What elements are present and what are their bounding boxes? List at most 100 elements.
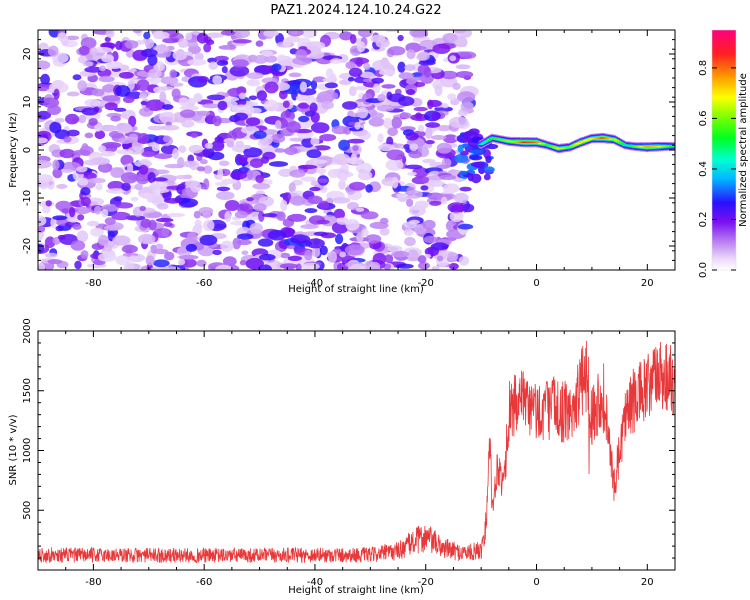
heatmap-noise-cell [156,217,174,223]
heatmap-noise-cell [288,72,302,78]
heatmap-noise-cell [72,149,91,156]
heatmap-noise-cell [47,105,62,115]
heatmap-noise-cell [348,112,363,118]
heatmap-noise-cell [290,234,311,244]
heatmap-noise-cell [66,91,80,97]
spectrogram-y-label: Frequency (Hz) [8,112,19,188]
heatmap-noise-cell [425,127,433,139]
heatmap-noise-cell [100,150,116,157]
heatmap-noise-cell [153,31,170,39]
heatmap-noise-cell [193,93,203,103]
heatmap-noise-cell [253,130,267,139]
heatmap-noise-cell [54,117,65,123]
heatmap-noise-cell [186,41,199,48]
heatmap-noise-cell [263,30,279,37]
heatmap-noise-cell [485,156,492,164]
heatmap-noise-cell [460,37,468,48]
heatmap-noise-cell [267,229,287,241]
heatmap-noise-cell [289,169,306,178]
heatmap-noise-cell [454,153,469,163]
heatmap-noise-cell [99,65,106,72]
heatmap-noise-cell [261,213,279,218]
heatmap-noise-cell [166,212,186,218]
heatmap-noise-cell [400,112,412,119]
heatmap-noise-cell [52,167,63,179]
heatmap-noise-cell [377,93,386,102]
heatmap-noise-cell [403,228,414,236]
heatmap-noise-cell [61,208,69,214]
heatmap-noise-cell [44,236,56,248]
heatmap-noise-cell [164,198,183,204]
heatmap-noise-cell [94,205,102,215]
heatmap-noise-cell [38,174,53,183]
heatmap-noise-cell [182,160,197,168]
heatmap-noise-cell [391,117,402,129]
heatmap-noise-cell [115,40,123,51]
heatmap-noise-cell [232,237,242,250]
heatmap-noise-cell [339,79,352,86]
heatmap-noise-cell [372,252,387,265]
heatmap-noise-cell [289,137,305,142]
heatmap-noise-cell [233,112,248,121]
heatmap-noise-cell [457,223,474,230]
heatmap-noise-cell [80,196,91,207]
heatmap-noise-cell [83,159,100,166]
heatmap-noise-cell [148,68,162,79]
heatmap-noise-cell [84,132,94,139]
heatmap-noise-cell [369,221,389,229]
heatmap-noise-cell [302,30,318,38]
heatmap-noise-cell [50,217,57,229]
heatmap-noise-cell [150,181,168,187]
heatmap-noise-cell [369,112,384,119]
heatmap-noise-cell [298,102,310,109]
heatmap-noise-cell [338,139,350,151]
heatmap-noise-cell [331,197,351,204]
heatmap-noise-cell [84,99,101,107]
heatmap-noise-cell [282,100,290,108]
heatmap-noise-cell [441,103,449,109]
heatmap-noise-cell [424,253,432,259]
heatmap-noise-cell [270,133,286,143]
heatmap-noise-cell [199,159,208,165]
heatmap-noise-cell [95,183,103,191]
heatmap-noise-cell [111,211,131,221]
heatmap-noise-cell [440,70,458,80]
heatmap-noise-cell [80,187,91,196]
heatmap-noise-cell [57,32,67,42]
heatmap-noise-cell [422,158,436,164]
heatmap-noise-cell [357,170,373,181]
heatmap-noise-cell [206,39,215,45]
heatmap-noise-cell [339,31,353,41]
heatmap-noise-cell [287,255,302,261]
heatmap-noise-cell [38,159,52,169]
heatmap-signal-cell [482,141,489,143]
heatmap-noise-cell [313,231,329,236]
x-tick-label: 0 [533,577,539,588]
heatmap-noise-cell [244,144,252,149]
heatmap-noise-cell [178,259,186,265]
heatmap-noise-cell [409,30,429,38]
heatmap-noise-cell [406,89,416,95]
heatmap-noise-cell [255,174,264,184]
heatmap-noise-cell [186,102,195,108]
heatmap-noise-cell [235,140,245,148]
heatmap-noise-cell [386,136,394,147]
heatmap-noise-cell [331,221,349,234]
heatmap-noise-cell [386,149,405,161]
heatmap-noise-cell [412,167,429,178]
snr-x-label: Height of straight line (km) [288,585,424,596]
heatmap-noise-cell [185,32,193,41]
heatmap-noise-cell [408,219,421,225]
heatmap-noise-cell [425,122,440,128]
heatmap-noise-cell [151,188,170,194]
heatmap-noise-cell [459,186,472,192]
heatmap-noise-cell [186,231,198,244]
heatmap-noise-cell [135,172,150,185]
heatmap-noise-cell [460,101,474,112]
heatmap-noise-cell [159,111,176,124]
heatmap-noise-cell [309,186,321,192]
heatmap-noise-cell [346,157,364,165]
colorbar-tick-label: 0.8 [698,60,709,76]
heatmap-noise-cell [101,209,109,218]
heatmap-noise-cell [121,182,131,191]
